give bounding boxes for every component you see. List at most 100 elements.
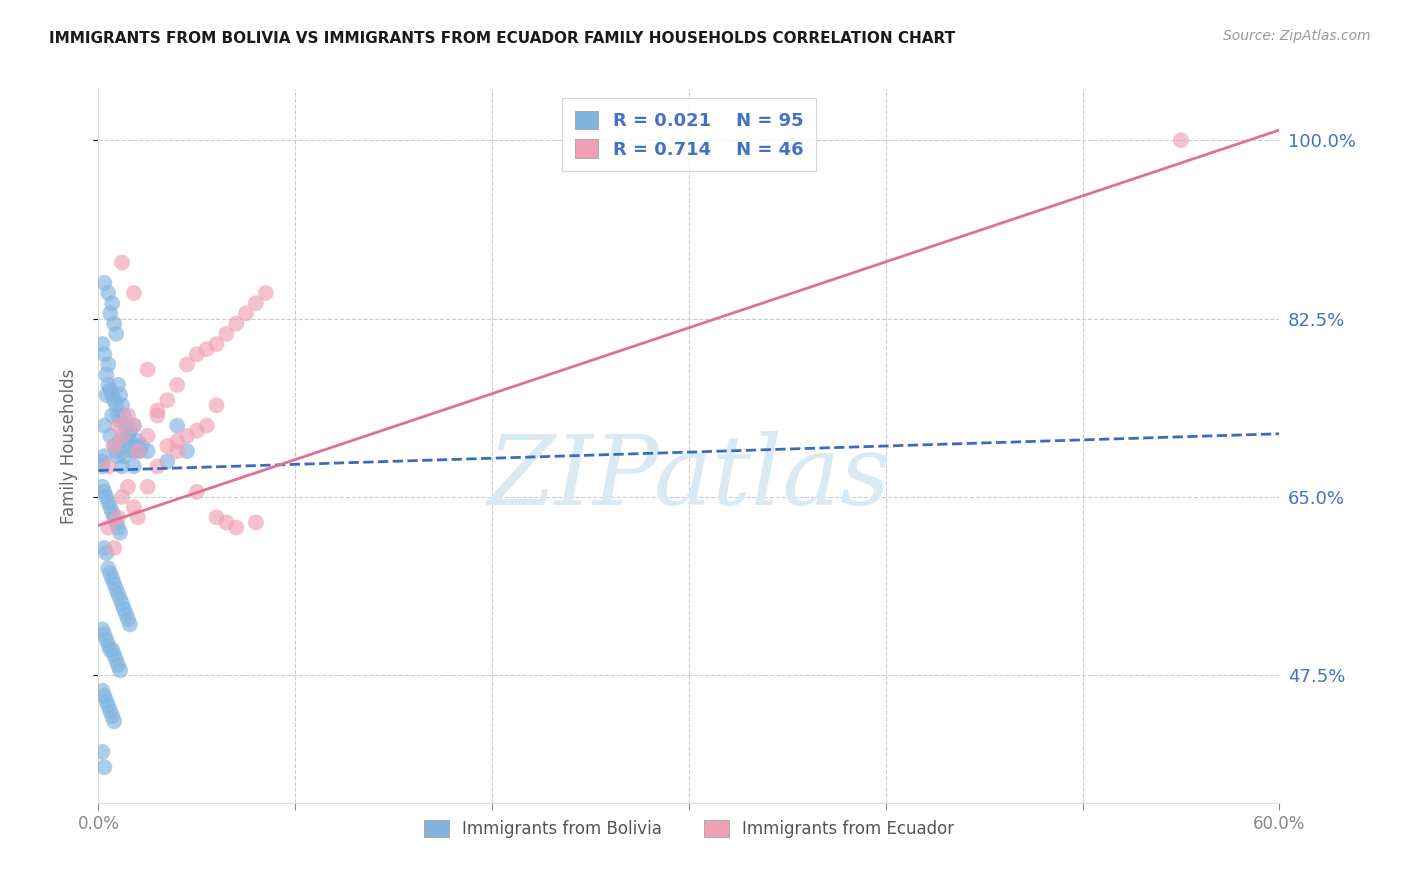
Point — [97, 561, 120, 575]
Point — [101, 409, 124, 423]
Point — [1170, 133, 1192, 147]
Point — [93, 541, 115, 555]
Point — [117, 429, 139, 443]
Text: ZIPatlas: ZIPatlas — [488, 431, 890, 525]
Point — [103, 714, 125, 729]
Point — [205, 337, 228, 351]
Point — [91, 459, 114, 474]
Point — [125, 444, 148, 458]
Point — [101, 296, 124, 310]
Point — [91, 683, 114, 698]
Point — [96, 368, 118, 382]
Point — [176, 358, 198, 372]
Point — [101, 572, 124, 586]
Point — [97, 698, 120, 713]
Point — [117, 612, 139, 626]
Point — [112, 409, 135, 423]
Point — [225, 520, 247, 534]
Point — [98, 383, 121, 397]
Point — [127, 439, 149, 453]
Point — [103, 439, 125, 453]
Point — [91, 480, 114, 494]
Point — [108, 663, 131, 677]
Point — [136, 480, 159, 494]
Point — [254, 286, 277, 301]
Point — [215, 326, 238, 341]
Point — [93, 347, 115, 361]
Point — [122, 418, 145, 433]
Point — [93, 418, 115, 433]
Point — [111, 490, 134, 504]
Point — [111, 398, 134, 412]
Point — [166, 377, 188, 392]
Point — [245, 296, 267, 310]
Point — [98, 704, 121, 718]
Point — [156, 393, 179, 408]
Point — [97, 638, 120, 652]
Point — [122, 418, 145, 433]
Point — [93, 760, 115, 774]
Point — [107, 658, 129, 673]
Point — [176, 429, 198, 443]
Point — [186, 424, 208, 438]
Point — [127, 444, 149, 458]
Point — [97, 520, 120, 534]
Point — [96, 632, 118, 647]
Point — [107, 377, 129, 392]
Point — [93, 484, 115, 499]
Point — [112, 602, 135, 616]
Point — [103, 510, 125, 524]
Point — [103, 317, 125, 331]
Point — [103, 541, 125, 555]
Point — [136, 362, 159, 376]
Point — [107, 409, 129, 423]
Point — [98, 643, 121, 657]
Point — [101, 643, 124, 657]
Point — [105, 516, 128, 530]
Point — [96, 388, 118, 402]
Point — [205, 398, 228, 412]
Point — [108, 591, 131, 606]
Point — [118, 424, 141, 438]
Point — [166, 434, 188, 448]
Point — [91, 337, 114, 351]
Point — [101, 505, 124, 519]
Point — [98, 566, 121, 581]
Point — [111, 597, 134, 611]
Point — [128, 444, 150, 458]
Point — [225, 317, 247, 331]
Point — [98, 429, 121, 443]
Point — [117, 480, 139, 494]
Point — [112, 449, 135, 463]
Point — [108, 413, 131, 427]
Point — [103, 439, 125, 453]
Point — [117, 429, 139, 443]
Point — [115, 418, 138, 433]
Point — [195, 418, 218, 433]
Point — [127, 510, 149, 524]
Point — [93, 276, 115, 290]
Point — [103, 648, 125, 662]
Legend: Immigrants from Bolivia, Immigrants from Ecuador: Immigrants from Bolivia, Immigrants from… — [418, 813, 960, 845]
Text: Source: ZipAtlas.com: Source: ZipAtlas.com — [1223, 29, 1371, 43]
Point — [97, 358, 120, 372]
Point — [195, 342, 218, 356]
Point — [186, 484, 208, 499]
Point — [105, 326, 128, 341]
Point — [107, 418, 129, 433]
Point — [146, 409, 169, 423]
Point — [166, 444, 188, 458]
Point — [97, 459, 120, 474]
Point — [103, 393, 125, 408]
Point — [98, 306, 121, 320]
Point — [136, 429, 159, 443]
Point — [117, 409, 139, 423]
Point — [166, 418, 188, 433]
Point — [146, 403, 169, 417]
Point — [105, 398, 128, 412]
Point — [127, 434, 149, 448]
Point — [111, 429, 134, 443]
Point — [91, 745, 114, 759]
Point — [93, 689, 115, 703]
Point — [97, 286, 120, 301]
